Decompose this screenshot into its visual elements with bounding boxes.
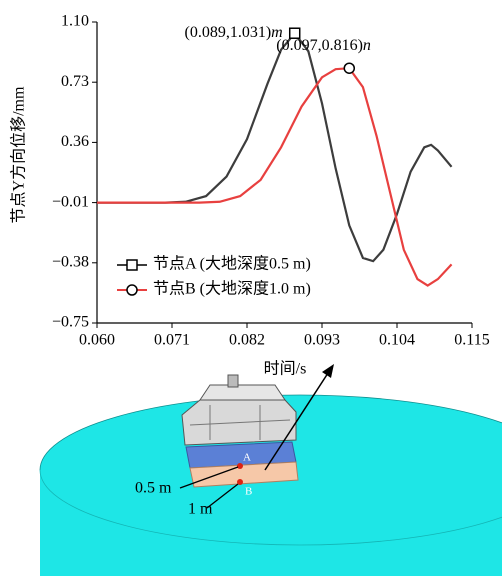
peak-annotation: (0.097,0.816)n xyxy=(276,37,371,54)
lower-layer xyxy=(189,461,299,488)
annotation-coords: (0.089,1.031) xyxy=(185,24,272,41)
node-b-label: B xyxy=(245,486,252,498)
legend-marker xyxy=(126,284,138,296)
peak-annotation: (0.089,1.031)m xyxy=(185,24,283,41)
y-tick-label: 1.10 xyxy=(61,13,89,30)
y-tick-label: 0.73 xyxy=(61,73,89,90)
annotation-coords: (0.097,0.816) xyxy=(276,37,363,54)
x-tick-label: 0.071 xyxy=(154,332,190,349)
series-line xyxy=(97,67,453,287)
legend-label: 节点B (大地深度1.0 m) xyxy=(153,280,311,298)
legend-label: 节点A (大地深度0.5 m) xyxy=(153,255,311,273)
annotation-suffix: n xyxy=(363,37,371,54)
y-tick-label: −0.75 xyxy=(52,314,89,331)
x-tick-label: 0.082 xyxy=(229,332,265,349)
annotation-suffix: m xyxy=(271,24,283,41)
series-line xyxy=(97,31,453,263)
legend-marker xyxy=(126,259,138,271)
node-a-label: A xyxy=(243,452,251,464)
x-tick-label: 0.093 xyxy=(304,332,340,349)
y-tick-label: −0.01 xyxy=(52,193,89,210)
soil-cylinder xyxy=(40,395,502,576)
arrow-line xyxy=(264,369,331,471)
x-tick-label: 0.115 xyxy=(454,332,489,349)
peak-marker xyxy=(343,62,356,74)
y-axis-label: 节点Y方向位移/mm xyxy=(10,86,28,223)
depth-b-label: 1 m xyxy=(188,501,213,518)
cylinder-edge xyxy=(39,469,502,546)
x-tick-label: 0.104 xyxy=(379,332,415,349)
vessel xyxy=(181,374,297,446)
node-b-dot xyxy=(237,479,243,485)
cylinder-rim xyxy=(39,394,502,471)
depth-a-label: 0.5 m xyxy=(135,480,172,497)
leader-a xyxy=(179,466,239,489)
x-axis-label: 时间/s xyxy=(264,360,307,378)
x-tick-label: 0.060 xyxy=(79,332,115,349)
peak-marker xyxy=(288,27,301,39)
y-tick-label: −0.38 xyxy=(52,253,89,270)
leader-b xyxy=(206,483,239,509)
arrow-head xyxy=(322,364,334,378)
node-a-dot xyxy=(237,463,243,469)
y-tick-label: 0.36 xyxy=(61,133,89,150)
illustration: A B 0.5 m 1 m xyxy=(39,364,502,576)
